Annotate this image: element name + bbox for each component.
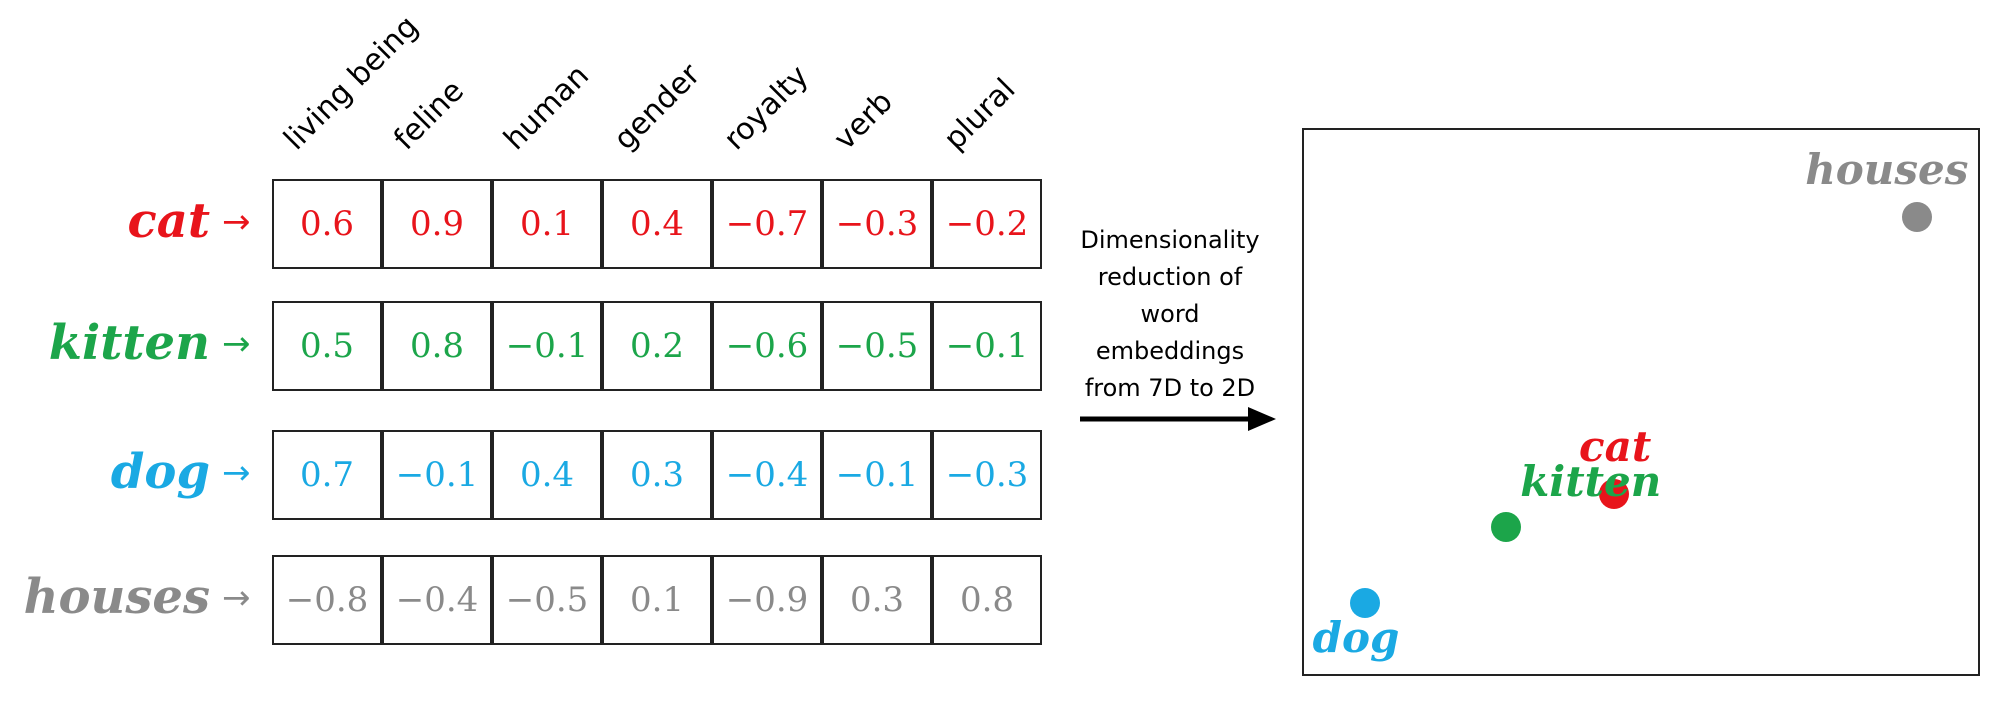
embedding-cell: −0.4 [712,430,822,520]
embedding-cell: −0.7 [712,179,822,269]
dimension-label: gender [607,57,708,158]
point-label-houses: houses [1805,145,1969,195]
embedding-cell: −0.5 [822,301,932,391]
embedding-cell: −0.5 [492,555,602,645]
embedding-cell: −0.6 [712,301,822,391]
caption-line: from 7D to 2D [1084,374,1256,402]
embedding-cell: −0.1 [822,430,932,520]
point-kitten [1491,512,1522,543]
embedding-cell: −0.8 [272,555,382,645]
dimension-label: verb [827,84,900,157]
point-label-kitten: kitten [1520,457,1662,507]
row-arrow-icon: → [222,453,251,493]
embedding-cell: −0.2 [932,179,1042,269]
point-label-cat: cat [1579,422,1652,472]
embedding-cell: 0.7 [272,430,382,520]
embedding-cell: 0.2 [602,301,712,391]
projection-plot: houses cat kitten dog [1302,128,1980,676]
caption-line: word [1140,300,1200,328]
embedding-cell: −0.1 [932,301,1042,391]
caption-line: embeddings [1095,337,1245,365]
point-houses [1902,202,1933,233]
embedding-cell: 0.4 [602,179,712,269]
caption-line: reduction of [1097,263,1243,291]
reduction-caption: Dimensionality reduction of word embeddi… [1060,222,1280,407]
embedding-cell: −0.9 [712,555,822,645]
reduction-arrow-icon [1080,407,1276,431]
embedding-cell: 0.8 [932,555,1042,645]
word-label-cat: cat [127,193,211,249]
embedding-cell: 0.1 [602,555,712,645]
dimension-label: feline [387,73,471,157]
word-label-houses: houses [23,569,210,625]
embedding-cell: −0.4 [382,555,492,645]
row-arrow-icon: → [222,578,251,618]
embedding-cell: 0.8 [382,301,492,391]
word-label-kitten: kitten [48,315,210,371]
point-label-dog: dog [1312,613,1400,663]
embedding-cell: 0.3 [822,555,932,645]
row-arrow-icon: → [222,324,251,364]
embedding-cell: 0.4 [492,430,602,520]
row-arrow-icon: → [222,202,251,242]
embedding-cell: −0.1 [382,430,492,520]
caption-line: Dimensionality [1080,226,1260,254]
embedding-cell: −0.3 [822,179,932,269]
point-dog [1349,588,1380,619]
dimension-label: plural [937,71,1023,157]
embedding-cell: 0.5 [272,301,382,391]
word-label-dog: dog [110,444,210,500]
embedding-cell: 0.3 [602,430,712,520]
embedding-cell: 0.1 [492,179,602,269]
embedding-cell: −0.3 [932,430,1042,520]
dimension-label: royalty [717,58,816,157]
embedding-cell: −0.1 [492,301,602,391]
point-cat [1599,479,1630,510]
embedding-cell: 0.9 [382,179,492,269]
embedding-cell: 0.6 [272,179,382,269]
dimension-label: human [497,58,597,157]
